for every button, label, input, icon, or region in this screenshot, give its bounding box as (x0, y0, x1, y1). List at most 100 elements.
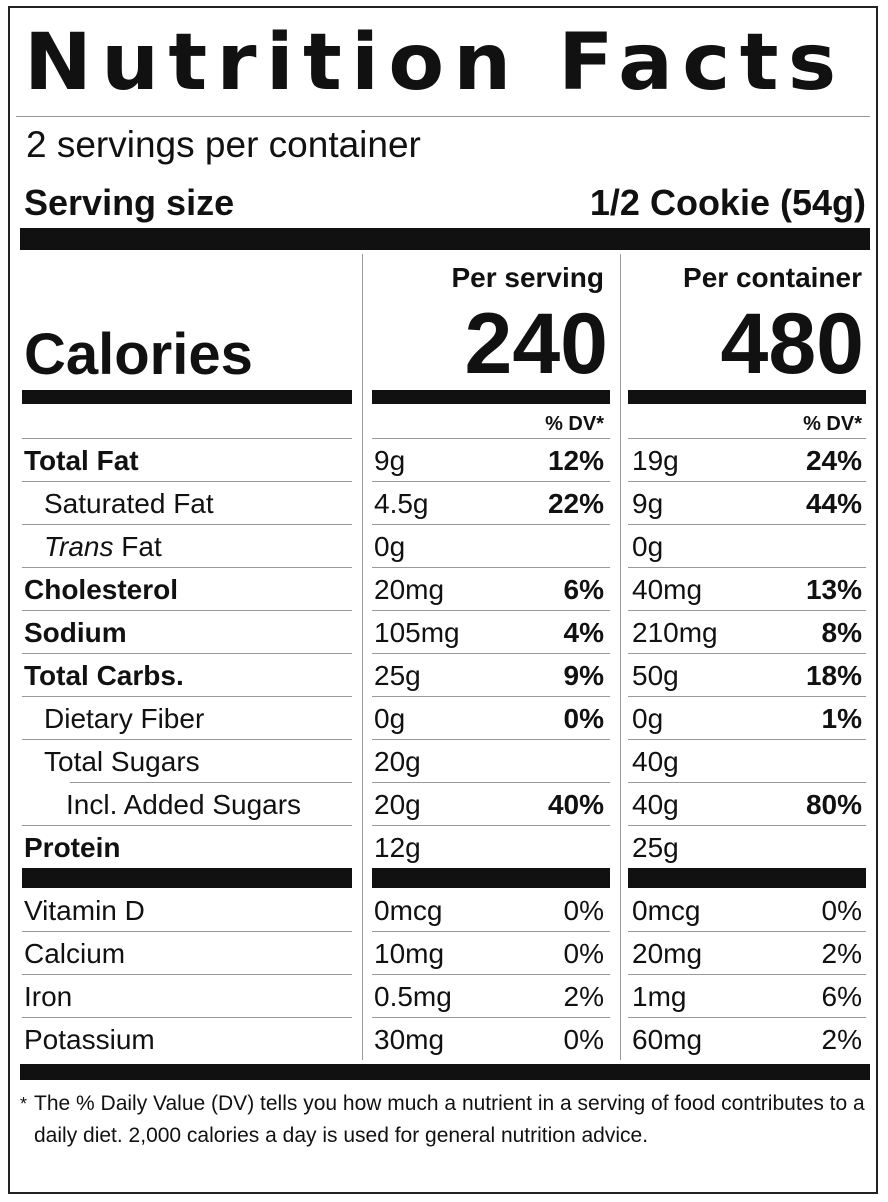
container-dv: 80% (805, 789, 862, 820)
container-dv: 8% (821, 617, 862, 648)
serving-dv: 40% (547, 789, 604, 820)
calories-label: Calories (24, 322, 253, 387)
nutrient-name: Saturated Fat (44, 488, 214, 519)
nutrient-row-saturated-fat: Saturated Fat 4.5g 22% 9g 44% (10, 481, 876, 523)
per-serving-header: Per serving (451, 262, 604, 293)
container-amount: 1mg (632, 981, 687, 1012)
vitamin-bar-serving (372, 868, 610, 888)
serving-amount: 10mg (374, 938, 445, 969)
calories-per-container: 480 (720, 296, 865, 392)
dv-header-container: % DV* (803, 413, 862, 435)
container-amount: 210mg (632, 617, 718, 648)
trans-rest: Fat (113, 531, 162, 562)
trans-italic: Trans (44, 531, 114, 562)
nutrient-name: Sodium (24, 617, 127, 648)
nutrient-name: Total Fat (24, 445, 139, 476)
serving-dv: 22% (547, 488, 604, 519)
title-divider (16, 116, 870, 117)
calories-bar-serving (372, 390, 610, 404)
serving-dv: 0% (563, 938, 604, 969)
serving-amount: 0g (374, 531, 406, 562)
calories-bar-container (628, 390, 866, 404)
serving-amount: 30mg (374, 1024, 445, 1055)
vitamin-name: Iron (24, 981, 73, 1012)
nutrient-row-added-sugars: Incl. Added Sugars 20g 40% 40g 80% (10, 782, 876, 824)
footnote: * The % Daily Value (DV) tells you how m… (20, 1088, 870, 1152)
serving-size-label: Serving size (24, 182, 235, 223)
serving-amount: 20mg (374, 574, 445, 605)
serving-dv: 0% (563, 1024, 604, 1055)
label-title: Nutrition Facts (24, 18, 846, 108)
nutrient-row-protein: Protein 12g 25g (10, 825, 876, 867)
nutrient-name: Trans Fat (44, 531, 162, 563)
per-container-header: Per container (683, 262, 862, 293)
vitamin-bar-container (628, 868, 866, 888)
nutrient-name: Total Carbs. (24, 660, 184, 691)
container-dv: 44% (805, 488, 862, 519)
container-amount: 40mg (632, 574, 703, 605)
serving-dv: 6% (563, 574, 604, 605)
vitamin-name: Potassium (24, 1024, 155, 1055)
vitamin-row-iron: Iron 0.5mg 2% 1mg 6% (10, 974, 876, 1016)
servings-per-container: 2 servings per container (26, 124, 421, 165)
serving-dv: 9% (563, 660, 604, 691)
nutrient-name: Total Sugars (44, 746, 200, 777)
nutrient-row-total-carbs: Total Carbs. 25g 9% 50g 18% (10, 653, 876, 695)
nutrient-name: Incl. Added Sugars (66, 789, 302, 820)
container-amount: 60mg (632, 1024, 703, 1055)
serving-dv: 2% (563, 981, 604, 1012)
serving-amount: 20g (374, 746, 421, 777)
serving-amount: 20g (374, 789, 421, 820)
container-dv: 13% (805, 574, 862, 605)
calories-per-serving: 240 (464, 296, 609, 392)
container-dv: 2% (821, 938, 862, 969)
calories-bar-left (22, 390, 352, 404)
nutrient-name: Protein (24, 832, 121, 863)
serving-dv: 0% (563, 895, 604, 926)
container-dv: 2% (821, 1024, 862, 1055)
nutrient-row-total-sugars: Total Sugars 20g 40g (10, 739, 876, 781)
serving-dv: 12% (547, 445, 604, 476)
serving-size-value: 1/2 Cookie (54g) (589, 182, 866, 223)
serving-amount: 12g (374, 832, 421, 863)
container-amount: 25g (632, 832, 679, 863)
footnote-thick-bar (20, 1064, 870, 1080)
container-amount: 19g (632, 445, 679, 476)
container-amount: 0g (632, 531, 664, 562)
dv-header-serving: % DV* (545, 413, 604, 435)
serving-dv: 0% (563, 703, 604, 734)
container-amount: 0mcg (632, 895, 701, 926)
serving-amount: 0g (374, 703, 406, 734)
nutrient-row-cholesterol: Cholesterol 20mg 6% 40mg 13% (10, 567, 876, 609)
serving-dv: 4% (563, 617, 604, 648)
vitamin-name: Vitamin D (24, 895, 145, 926)
serving-amount: 0.5mg (374, 981, 452, 1012)
container-amount: 40g (632, 789, 679, 820)
serving-amount: 4.5g (374, 488, 429, 519)
serving-amount: 105mg (374, 617, 460, 648)
serving-amount: 9g (374, 445, 406, 476)
container-dv: 18% (805, 660, 862, 691)
serving-thick-bar (20, 228, 870, 250)
footnote-text: The % Daily Value (DV) tells you how muc… (34, 1092, 865, 1147)
vitamin-bar-left (22, 868, 352, 888)
nutrient-row-dietary-fiber: Dietary Fiber 0g 0% 0g 1% (10, 696, 876, 738)
serving-amount: 25g (374, 660, 421, 691)
container-amount: 9g (632, 488, 664, 519)
container-amount: 40g (632, 746, 679, 777)
container-amount: 50g (632, 660, 679, 691)
container-dv: 1% (821, 703, 862, 734)
vitamin-row-calcium: Calcium 10mg 0% 20mg 2% (10, 931, 876, 973)
vitamin-name: Calcium (24, 938, 126, 969)
nutrient-name: Cholesterol (24, 574, 179, 605)
container-dv: 24% (805, 445, 862, 476)
container-amount: 0g (632, 703, 664, 734)
vitamin-row-potassium: Potassium 30mg 0% 60mg 2% (10, 1017, 876, 1059)
serving-amount: 0mcg (374, 895, 443, 926)
container-dv: 0% (821, 895, 862, 926)
footnote-asterisk: * (20, 1094, 28, 1114)
nutrient-row-sodium: Sodium 105mg 4% 210mg 8% (10, 610, 876, 652)
container-amount: 20mg (632, 938, 703, 969)
container-dv: 6% (821, 981, 862, 1012)
nutrient-name: Dietary Fiber (44, 703, 205, 734)
